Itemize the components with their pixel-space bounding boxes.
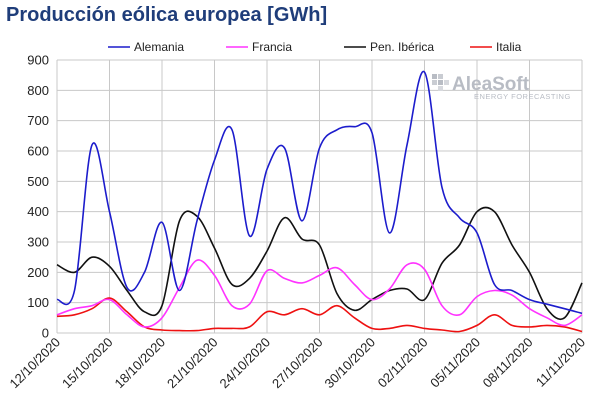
x-tick-label: 15/10/2020 bbox=[59, 335, 116, 392]
y-tick-label: 900 bbox=[27, 53, 49, 68]
y-tick-label: 600 bbox=[27, 144, 49, 159]
series-lines bbox=[56, 70, 583, 333]
x-tick-label: 30/10/2020 bbox=[321, 335, 378, 392]
y-tick-label: 400 bbox=[27, 204, 49, 219]
logo-name: AleaSoft bbox=[452, 74, 530, 95]
legend-label-alemania: Alemania bbox=[134, 40, 184, 54]
y-axis-ticks: 0 100 200 300 400 500 600 700 800 900 bbox=[27, 53, 49, 341]
x-axis-ticks: 12/10/202015/10/202018/10/202021/10/2020… bbox=[6, 335, 588, 392]
x-tick-label: 02/11/2020 bbox=[375, 335, 431, 391]
y-tick-label: 700 bbox=[27, 113, 49, 128]
y-tick-label: 300 bbox=[27, 235, 49, 250]
x-tick-label: 27/10/2020 bbox=[269, 335, 326, 392]
aleasoft-logo: AleaSoft ENERGY FORECASTING bbox=[432, 74, 571, 101]
legend-label-francia: Francia bbox=[252, 40, 292, 54]
x-tick-label: 12/10/2020 bbox=[6, 335, 63, 392]
x-tick-label: 21/10/2020 bbox=[164, 335, 221, 392]
x-tick-label: 11/11/2020 bbox=[533, 335, 588, 390]
y-tick-label: 200 bbox=[27, 265, 49, 280]
y-tick-label: 800 bbox=[27, 83, 49, 98]
series-line-francia bbox=[56, 259, 583, 328]
aleasoft-logo-mark bbox=[432, 74, 449, 91]
x-tick-label: 24/10/2020 bbox=[216, 335, 273, 392]
legend: Alemania Francia Pen. Ibérica Italia bbox=[108, 40, 522, 54]
grid-lines bbox=[56, 59, 583, 334]
legend-label-italia: Italia bbox=[496, 40, 522, 54]
y-tick-label: 0 bbox=[42, 326, 49, 341]
legend-label-pen-iberica: Pen. Ibérica bbox=[370, 40, 434, 54]
y-tick-label: 500 bbox=[27, 174, 49, 189]
y-tick-label: 100 bbox=[27, 295, 49, 310]
logo-tagline: ENERGY FORECASTING bbox=[474, 92, 571, 101]
series-line-pen-iberica bbox=[56, 206, 583, 321]
chart-title: Producción eólica europea [GWh] bbox=[6, 4, 328, 26]
x-tick-label: 18/10/2020 bbox=[111, 335, 168, 392]
series-line-alemania bbox=[56, 70, 583, 315]
x-tick-label: 08/11/2020 bbox=[480, 335, 536, 391]
x-tick-label: 05/11/2020 bbox=[427, 335, 483, 391]
